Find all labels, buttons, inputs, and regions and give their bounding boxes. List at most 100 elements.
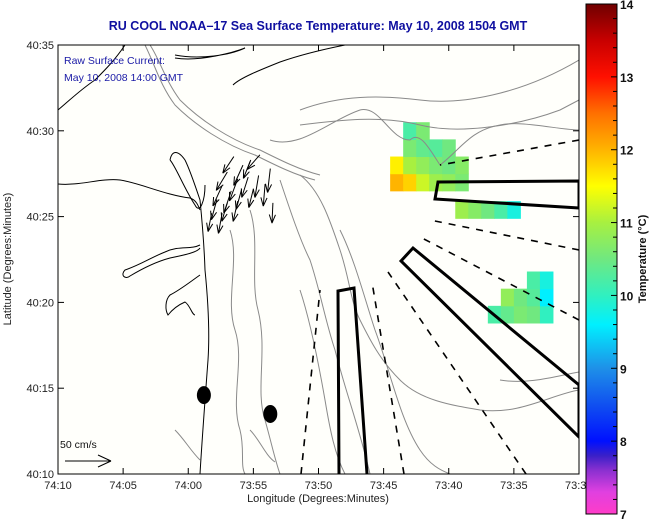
sst-cell: [390, 173, 404, 192]
coastline-rockaway: [174, 47, 246, 60]
y-axis-label: Latitude (Degrees:Minutes): [2, 193, 14, 326]
isobath-line: [299, 59, 579, 111]
colorbar-tick-label: 12: [620, 144, 634, 158]
scale-arrow-label: 50 cm/s: [60, 439, 97, 451]
sst-cell: [390, 156, 404, 175]
isobaths: [144, 45, 579, 474]
sst-layer: [390, 122, 554, 324]
current-vectors: [206, 154, 276, 234]
x-tick-label: 73:40: [435, 480, 463, 492]
dashed-range-line: [371, 281, 405, 474]
sst-cell: [494, 201, 508, 219]
colorbar-tick-label: 7: [620, 508, 627, 519]
sst-cell: [539, 271, 554, 290]
buoy-marker: [196, 386, 211, 405]
sst-cell: [416, 156, 430, 175]
colorbar-tick-label: 13: [620, 71, 634, 85]
dashed-range-line: [300, 289, 321, 474]
sst-cell: [442, 156, 456, 175]
x-axis-label: Longitude (Degrees:Minutes): [247, 493, 389, 505]
isobath-line: [339, 229, 451, 474]
coastline: [58, 45, 346, 474]
isobath-line: [174, 429, 201, 461]
coastline-long-island: [58, 45, 126, 111]
colorbar-tick-label: 11: [620, 217, 633, 231]
sst-cell: [403, 173, 417, 192]
sst-cell: [500, 288, 515, 307]
isobath-line: [299, 174, 579, 412]
sst-cell: [468, 201, 482, 219]
coastline-long-beach: [232, 45, 346, 86]
y-tick-label: 40:15: [26, 383, 54, 395]
isobath-line: [299, 289, 346, 474]
sst-cell: [513, 288, 528, 307]
isobath-line: [249, 209, 281, 474]
sst-cell: [539, 305, 554, 324]
sst-cell: [455, 201, 469, 219]
y-tick-label: 40:35: [26, 40, 54, 52]
coastline-sandy-hook: [169, 159, 206, 209]
x-tick-label: 74:10: [44, 480, 72, 492]
isobath-line: [499, 371, 579, 382]
colorbar-gradient: [585, 3, 618, 515]
isobath-line: [144, 45, 316, 181]
sst-cell: [455, 156, 469, 175]
sst-patch-middle-band: [455, 201, 521, 219]
x-tick-label: 74:05: [109, 480, 137, 492]
current-vector: [264, 168, 273, 193]
colorbar-tick-label: 10: [620, 289, 634, 303]
isobath-line: [279, 179, 371, 474]
sst-cell: [526, 305, 541, 324]
sst-cell: [416, 173, 430, 192]
x-axis: 74:10 74:05 74:00 73:55 73:50 73:45 73:40 73:35…: [44, 45, 586, 492]
x-tick-label: 74:00: [174, 480, 202, 492]
isobath-line: [269, 109, 579, 166]
survey-sector-east: [433, 179, 579, 210]
buoys: [196, 386, 278, 423]
isobath-line: [299, 99, 579, 130]
colorbar: 14 13 12 11 10 9 8 7 Temperature (°C): [585, 0, 649, 519]
x-tick-label: 73:35: [500, 480, 528, 492]
y-tick-label: 40:10: [26, 469, 54, 481]
sst-cell: [526, 271, 541, 290]
sst-cell: [403, 156, 417, 175]
survey-sector-southeast: [398, 245, 579, 440]
sst-patch-east-patch: [487, 271, 554, 324]
sst-cell: [403, 122, 417, 140]
coastline-shark-river: [165, 274, 201, 316]
x-tick-label: 73:55: [240, 480, 268, 492]
dashed-range-line: [429, 219, 579, 251]
isobath-line: [149, 45, 321, 176]
isobath-line: [229, 229, 246, 474]
current-vector: [246, 154, 261, 170]
x-tick-label: 73:3: [565, 480, 586, 492]
annotation-line-2: May 10, 2008 14:00 GMT: [64, 72, 184, 84]
coastline-raritan-bay: [58, 179, 201, 211]
sst-cell: [539, 288, 554, 307]
y-tick-label: 40:20: [26, 297, 54, 309]
sst-cell: [500, 305, 515, 324]
x-tick-label: 73:45: [370, 480, 398, 492]
isobath-line: [249, 429, 276, 463]
sst-cell: [526, 288, 541, 307]
current-vector: [216, 213, 224, 234]
sst-cell: [442, 139, 456, 158]
plot-area: Raw Surface Current: May 10, 2008 14:00 …: [58, 45, 579, 474]
current-vector: [247, 189, 255, 208]
sst-cell: [481, 201, 495, 219]
sst-cell: [429, 173, 443, 192]
current-vector: [222, 156, 235, 174]
scale-arrow: [65, 454, 112, 468]
sst-cell: [403, 139, 417, 158]
colorbar-label: Temperature (°C): [637, 214, 649, 303]
current-vector: [206, 213, 214, 232]
sst-patch-north-patch: [390, 122, 469, 192]
sst-cell: [429, 139, 443, 158]
survey-sectors: [336, 179, 579, 474]
x-tick-label: 73:50: [305, 480, 333, 492]
dashed-range-line: [439, 139, 579, 166]
colorbar-ticks: 14 13 12 11 10 9 8 7: [611, 0, 634, 519]
sst-cell: [416, 139, 430, 158]
current-vector: [268, 202, 276, 224]
